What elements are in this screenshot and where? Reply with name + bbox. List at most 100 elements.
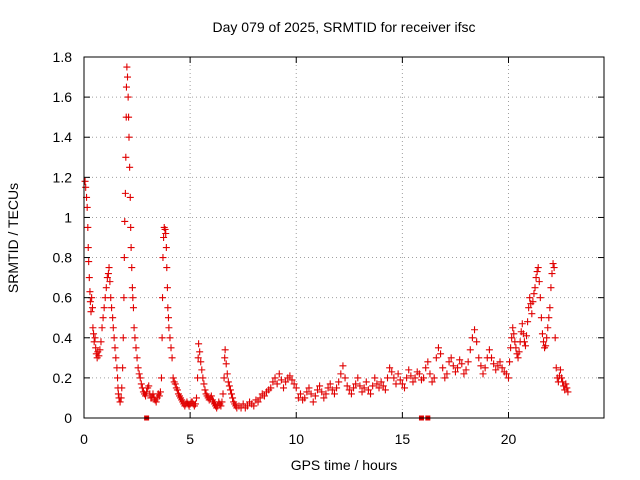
data-point — [454, 364, 462, 372]
data-point — [384, 374, 392, 382]
data-point — [451, 368, 459, 376]
data-point — [158, 334, 166, 342]
y-tick-label: 0.8 — [53, 250, 73, 266]
data-point — [256, 394, 264, 402]
data-point — [529, 298, 537, 306]
data-point — [494, 362, 502, 370]
data-point — [89, 324, 97, 332]
data-point — [269, 378, 277, 386]
data-point — [250, 402, 258, 410]
data-point — [128, 284, 136, 292]
y-tick-label: 0.6 — [53, 290, 73, 306]
data-point — [292, 384, 300, 392]
data-point — [464, 358, 472, 366]
data-point — [119, 364, 127, 372]
data-point — [207, 392, 215, 400]
data-point — [498, 364, 506, 372]
data-point — [106, 278, 114, 286]
data-point — [288, 376, 296, 384]
data-point — [136, 374, 144, 382]
data-point — [82, 183, 90, 191]
data-point — [375, 384, 383, 392]
data-point — [280, 384, 288, 392]
data-point — [485, 346, 493, 354]
data-point — [337, 370, 345, 378]
data-point — [296, 390, 304, 398]
data-point — [345, 386, 353, 394]
data-point — [122, 83, 130, 91]
tick-layer: 0 0.2 0.4 0.6 0.8 1 1.2 1.4 1.6 1.8 0 5 10 15 20 — [53, 49, 604, 447]
data-point — [85, 258, 93, 266]
data-point — [108, 304, 116, 312]
data-point — [530, 290, 538, 298]
data-point — [222, 360, 230, 368]
data-point — [535, 278, 543, 286]
data-point — [428, 378, 436, 386]
data-point — [124, 73, 132, 81]
data-point — [367, 390, 375, 398]
data-point — [83, 203, 91, 211]
data-point — [347, 390, 355, 398]
data-point — [86, 288, 94, 296]
data-point — [107, 294, 115, 302]
data-point — [525, 304, 533, 312]
data-point — [477, 362, 485, 370]
data-point — [223, 370, 231, 378]
data-point — [437, 350, 445, 358]
data-point — [109, 314, 117, 322]
data-point — [468, 334, 476, 342]
data-point — [191, 400, 199, 408]
data-point — [166, 334, 174, 342]
data-point — [335, 378, 343, 386]
data-point — [217, 402, 225, 410]
data-point — [318, 388, 326, 396]
x-tick-label: 15 — [395, 431, 411, 447]
data-point — [145, 382, 153, 390]
data-point — [354, 374, 362, 382]
data-point — [171, 380, 179, 388]
data-point — [362, 378, 370, 386]
data-point — [514, 354, 522, 362]
x-axis-label: GPS time / hours — [291, 457, 398, 473]
data-point — [390, 374, 398, 382]
data-point — [157, 374, 165, 382]
data-point — [305, 384, 313, 392]
data-point — [95, 352, 103, 360]
data-point — [523, 332, 531, 340]
data-point — [98, 324, 106, 332]
data-point — [161, 225, 169, 233]
data-point — [490, 360, 498, 368]
data-point — [125, 113, 133, 121]
data-point — [549, 260, 557, 268]
data-point — [392, 380, 400, 388]
data-point — [426, 370, 434, 378]
data-point — [86, 298, 94, 306]
data-point — [224, 378, 232, 386]
data-point — [129, 304, 137, 312]
x-tick-label: 0 — [80, 431, 88, 447]
data-point — [159, 294, 167, 302]
y-tick-label: 1 — [64, 209, 72, 225]
data-point — [126, 193, 134, 201]
data-point — [473, 338, 481, 346]
data-point — [509, 324, 517, 332]
data-point — [92, 344, 100, 352]
data-point — [400, 384, 408, 392]
data-point — [548, 270, 556, 278]
y-tick-label: 0 — [64, 410, 72, 426]
data-point — [164, 314, 172, 322]
data-point — [520, 338, 528, 346]
data-point — [377, 378, 385, 386]
data-point — [271, 374, 279, 382]
data-point — [422, 364, 430, 372]
data-point — [198, 366, 206, 374]
data-point — [114, 374, 122, 382]
data-point — [221, 346, 229, 354]
data-point — [167, 344, 175, 352]
data-point — [163, 284, 171, 292]
data-point — [313, 386, 321, 394]
data-point — [309, 398, 317, 406]
data-point — [112, 354, 120, 362]
data-point — [460, 370, 468, 378]
